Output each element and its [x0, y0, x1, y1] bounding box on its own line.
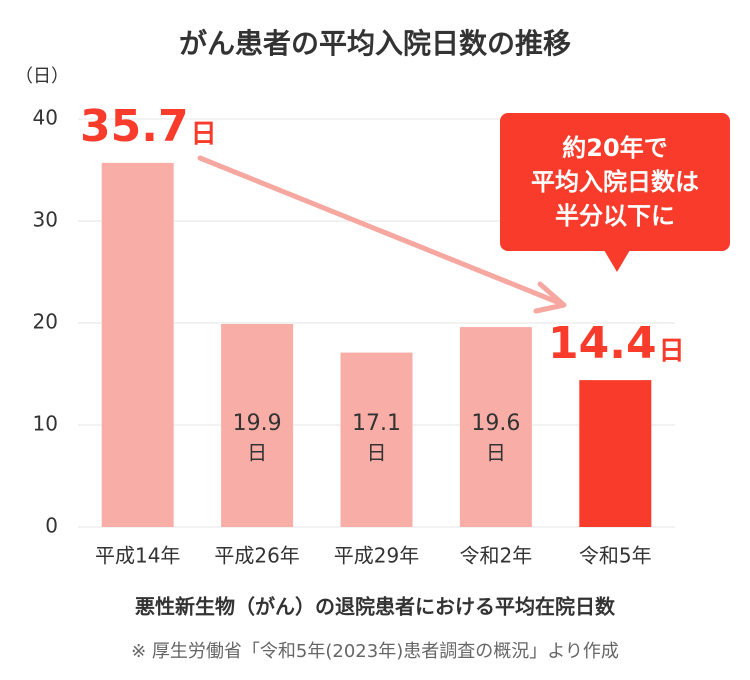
value-unit: 日: [486, 441, 506, 465]
callout-box: [500, 113, 730, 251]
value-label: 35.7: [80, 101, 189, 152]
source-note: ※ 厚生労働省「令和5年(2023年)患者調査の概況」より作成: [131, 641, 619, 662]
y-tick-label: 0: [45, 514, 58, 538]
trend-arrow: [197, 155, 565, 307]
x-tick-label: 令和5年: [579, 544, 652, 568]
x-tick-label: 令和2年: [460, 544, 533, 568]
y-tick-label: 30: [33, 208, 58, 232]
bar: [221, 324, 294, 527]
value-unit: 日: [191, 119, 217, 149]
x-axis-title: 悪性新生物（がん）の退院患者における平均在院日数: [135, 595, 616, 619]
x-tick-label: 平成26年: [214, 544, 299, 568]
trend-arrow-head: [533, 281, 567, 314]
callout-pointer: [604, 250, 630, 272]
x-tick-label: 平成29年: [334, 544, 419, 568]
bar: [579, 380, 652, 527]
value-label: 19.6: [471, 411, 520, 436]
value-unit: 日: [659, 337, 685, 367]
y-unit-label: （日）: [15, 66, 69, 87]
callout-text: 平均入院日数は: [531, 168, 699, 196]
bar: [459, 327, 532, 527]
value-unit: 日: [367, 441, 387, 465]
bar: [340, 352, 413, 527]
y-tick-label: 40: [33, 106, 58, 130]
value-label: 17.1: [352, 411, 401, 436]
chart-title: がん患者の平均入院日数の推移: [179, 27, 571, 60]
callout-text: 約20年で: [562, 134, 667, 162]
y-tick-label: 10: [33, 412, 58, 436]
x-tick-label: 平成14年: [95, 544, 180, 568]
value-label: 19.9: [233, 411, 282, 436]
value-unit: 日: [247, 441, 267, 465]
value-label: 14.4: [548, 318, 657, 369]
bar: [101, 162, 174, 528]
y-tick-label: 20: [33, 310, 58, 334]
callout-text: 半分以下に: [555, 202, 675, 230]
